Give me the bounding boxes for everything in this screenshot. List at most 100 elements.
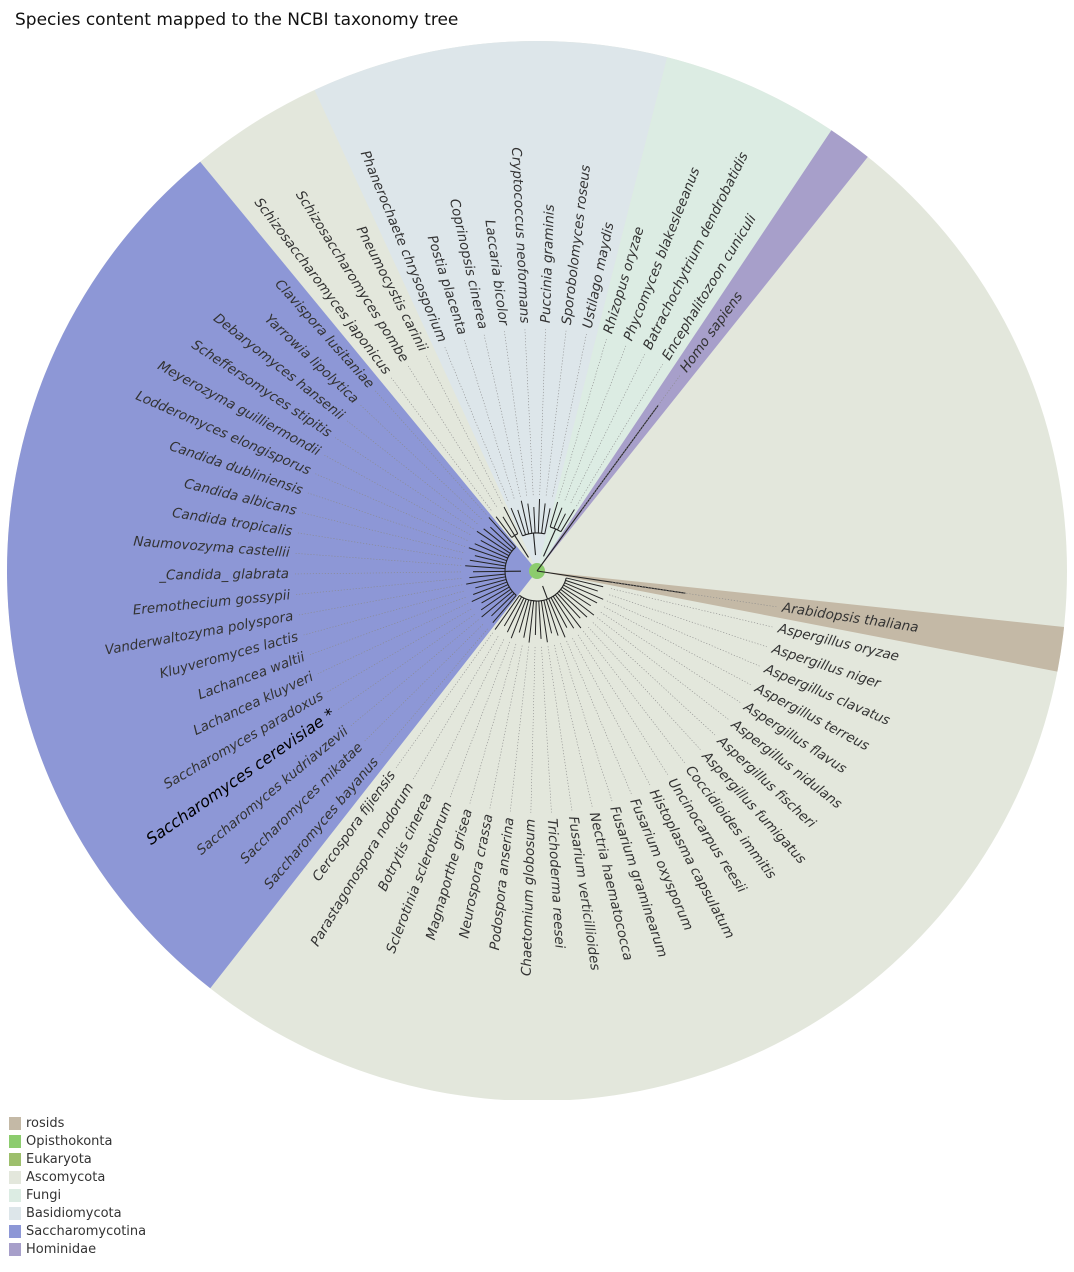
guide-line (570, 354, 645, 504)
leaf-branch (510, 598, 527, 639)
legend-swatch (9, 1224, 21, 1238)
guide-line (379, 628, 488, 756)
sector-basidiomycota (314, 41, 668, 572)
leaf-branch (520, 500, 530, 535)
guide-line (364, 624, 484, 742)
guide-line (450, 641, 511, 798)
guide-line (413, 636, 499, 780)
leaf-branch (474, 555, 507, 564)
guide-line (545, 330, 567, 496)
legend-swatch (9, 1206, 21, 1220)
legend-item: Opisthokonta (9, 1132, 146, 1150)
guide-line (350, 619, 479, 726)
legend-label: Eukaryota (26, 1151, 92, 1167)
leaf-branch (544, 508, 551, 534)
guide-line (391, 377, 492, 511)
species-label: Puccinia graminis (538, 204, 558, 323)
leaf-branch (561, 586, 592, 607)
leaf-branch (503, 596, 523, 627)
guide-line (564, 345, 627, 501)
leaf-branch (469, 573, 506, 579)
leaf-branch (550, 597, 568, 628)
guide-line (375, 390, 487, 515)
leaf-branch (495, 516, 513, 538)
guide-line (338, 614, 475, 710)
guide-line (431, 639, 505, 789)
leaf-branch (556, 592, 581, 619)
guide-line (327, 608, 472, 693)
leaf-branch (466, 576, 506, 585)
sector-fungi (537, 57, 832, 571)
guide-line (425, 355, 503, 504)
leaf-branch (475, 578, 507, 589)
legend-label: Ascomycota (26, 1169, 106, 1185)
legend-item: Hominidae (9, 1240, 146, 1258)
guide-line (307, 492, 466, 547)
guide-line (592, 622, 716, 736)
sector-hominidae (537, 130, 868, 571)
leaf-branch-long (536, 405, 659, 572)
guide-line (504, 331, 528, 496)
leaf-branch (552, 595, 575, 629)
leaf-branch (534, 600, 537, 635)
guide-line (610, 588, 773, 628)
leaf-branch (476, 530, 511, 554)
leaf-branch (510, 507, 523, 537)
leaf-branch (503, 506, 519, 534)
sector-rosids (537, 571, 1065, 672)
legend-item: Saccharomycotina (9, 1222, 146, 1240)
guide-line (560, 643, 613, 802)
guide-line (572, 638, 651, 786)
guide-line (347, 420, 478, 525)
guide-line (552, 334, 587, 497)
leaf-branch (480, 588, 512, 611)
guide-line (489, 645, 523, 809)
guide-line (302, 512, 464, 553)
guide-line (469, 643, 517, 804)
species-label: _Candida_ glabrata (158, 566, 289, 584)
leaf-branch (554, 594, 582, 629)
guide-line (558, 339, 607, 499)
leaf-branch (481, 586, 510, 604)
leaf-branch (494, 595, 520, 630)
leaf-branch (540, 600, 548, 643)
guide-line (596, 617, 729, 720)
leaf-branch (518, 599, 530, 633)
guide-line (577, 634, 668, 775)
guide-line (317, 602, 469, 674)
guide-line (309, 596, 466, 655)
legend-swatch (9, 1116, 21, 1130)
guide-line (524, 329, 534, 496)
legend-label: Basidiomycota (26, 1205, 122, 1221)
leaf-branch (528, 600, 535, 643)
leaf-branch (548, 598, 566, 638)
guide-line (541, 646, 552, 813)
leaf-branch (465, 565, 506, 570)
leaf-branch (474, 543, 508, 559)
guide-line (583, 631, 685, 763)
leaf-branch (527, 503, 533, 534)
leaf-branch (563, 584, 598, 604)
leaf-branch (480, 539, 510, 557)
guide-line (334, 437, 474, 530)
clade-stem-3 (532, 533, 537, 556)
leaf-branch (523, 600, 532, 638)
leaf-branch (564, 582, 604, 600)
legend-item: rosids (9, 1114, 146, 1132)
guide-line (554, 644, 593, 807)
leaf-branch (491, 593, 515, 617)
leaf-branch (560, 588, 595, 616)
guide-line (581, 375, 681, 510)
guide-line (606, 600, 760, 667)
guide-line (298, 584, 463, 616)
leaf-branch (541, 503, 546, 534)
species-label: Chaetomium globosum (519, 819, 539, 977)
tree-branches (465, 405, 686, 643)
legend-item: Ascomycota (9, 1168, 146, 1186)
guide-line (603, 606, 751, 685)
leaf-branch (488, 517, 517, 548)
leaf-branch (565, 579, 598, 592)
legend-item: Fungi (9, 1186, 146, 1204)
guide-line (463, 340, 515, 499)
